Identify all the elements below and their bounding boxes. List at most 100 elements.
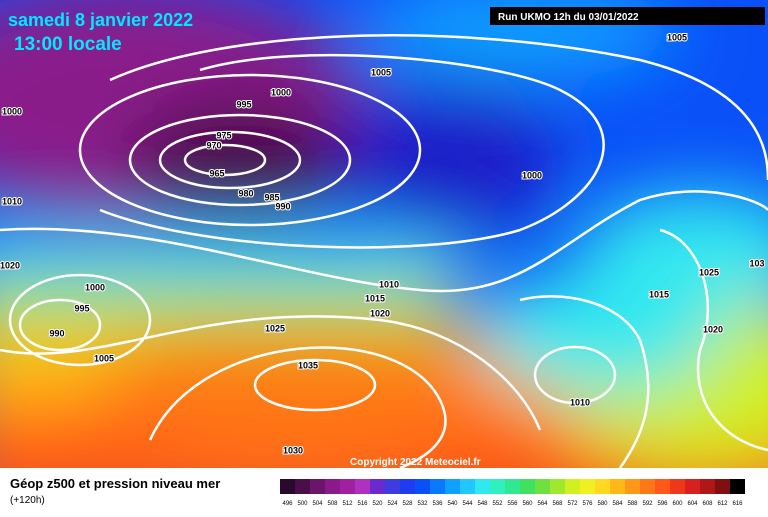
isobar-label: 985 (264, 192, 279, 202)
scale-swatch (400, 479, 415, 494)
scale-label: 540 (447, 501, 458, 507)
scale-swatch (640, 479, 655, 494)
scale-swatch (505, 479, 520, 494)
scale-label: 504 (312, 501, 323, 507)
scale-label: 512 (342, 501, 353, 507)
scale-label: 556 (507, 501, 518, 507)
isobar-label: 1025 (699, 267, 719, 277)
scale-swatch (490, 479, 505, 494)
run-box (490, 7, 765, 25)
scale-swatch (685, 479, 700, 494)
isobar-label: 990 (49, 328, 64, 338)
scale-swatch (340, 479, 355, 494)
scale-swatch (355, 479, 370, 494)
isobar-label: 1035 (298, 360, 318, 370)
isobar-label: 1010 (2, 196, 22, 206)
scale-swatch (520, 479, 535, 494)
scale-label: 604 (687, 501, 698, 507)
scale-swatch (295, 479, 310, 494)
isobar-label: 1015 (365, 293, 385, 303)
scale-label: 564 (537, 501, 548, 507)
isobar-label: 1000 (271, 87, 291, 97)
scale-label: 592 (642, 501, 653, 507)
footer-lead: (+120h) (10, 495, 45, 506)
scale-swatch (670, 479, 685, 494)
isobar-label: 980 (238, 188, 253, 198)
isobar-label: 995 (74, 303, 89, 313)
scale-swatch (565, 479, 580, 494)
scale-swatch (730, 479, 745, 494)
scale-label: 532 (417, 501, 428, 507)
isobar-label: 1000 (2, 106, 22, 116)
footer-title: Géop z500 et pression niveau mer (10, 476, 220, 491)
scale-swatch (655, 479, 670, 494)
isobar-label: 1005 (371, 67, 391, 77)
scale-swatch (310, 479, 325, 494)
isobar-label: 1005 (94, 353, 114, 363)
scale-swatch (595, 479, 610, 494)
isobar-label: 1000 (85, 282, 105, 292)
isobar-label: 1030 (283, 445, 303, 455)
scale-swatch (415, 479, 430, 494)
isobar-label: 995 (236, 99, 251, 109)
scale-swatch (385, 479, 400, 494)
copyright: Copyright 2022 Meteociel.fr (350, 457, 481, 468)
scale-swatch (715, 479, 730, 494)
scale-label: 608 (702, 501, 713, 507)
scale-label: 544 (462, 501, 473, 507)
scale-label: 560 (522, 501, 533, 507)
scale-swatch (475, 479, 490, 494)
isobars (0, 34, 768, 468)
scale-swatch (535, 479, 550, 494)
isobar-label: 975 (216, 130, 231, 140)
scale-label: 568 (552, 501, 563, 507)
scale-label: 536 (432, 501, 443, 507)
scale-swatch (460, 479, 475, 494)
isobar-label: 1015 (649, 289, 669, 299)
scale-label: 616 (732, 501, 743, 507)
scale-swatch (280, 479, 295, 494)
scale-label: 588 (627, 501, 638, 507)
date-label: samedi 8 janvier 2022 (8, 10, 193, 30)
scale-label: 528 (402, 501, 413, 507)
scale-swatch (700, 479, 715, 494)
scale-label: 508 (327, 501, 338, 507)
isobar-label: 1010 (570, 397, 590, 407)
scale-label: 496 (282, 501, 293, 507)
scale-label: 552 (492, 501, 503, 507)
isobar-label: 965 (209, 168, 224, 178)
time-label: 13:00 locale (14, 34, 122, 55)
scale-label: 572 (567, 501, 578, 507)
isobar-label: 970 (206, 140, 221, 150)
isobar-label: 1025 (265, 323, 285, 333)
scale-label: 548 (477, 501, 488, 507)
scale-swatch (445, 479, 460, 494)
scale-swatch (370, 479, 385, 494)
scale-label: 524 (387, 501, 398, 507)
scale-label: 520 (372, 501, 383, 507)
scale-label: 612 (717, 501, 728, 507)
scale-swatch (430, 479, 445, 494)
isobar-label: 1020 (703, 324, 723, 334)
isobar-label: 103 (749, 258, 764, 268)
scale-label: 596 (657, 501, 668, 507)
isobar-label: 1010 (379, 279, 399, 289)
isobar-label: 990 (275, 201, 290, 211)
isobar-label: 1020 (0, 260, 20, 270)
scale-swatch (610, 479, 625, 494)
scale-swatch (625, 479, 640, 494)
isobar-label: 1000 (522, 170, 542, 180)
run-label: Run UKMO 12h du 03/01/2022 (498, 12, 639, 23)
scale-label: 500 (297, 501, 308, 507)
scale-swatch (325, 479, 340, 494)
scale-label: 600 (672, 501, 683, 507)
scale-label: 584 (612, 501, 623, 507)
scale-label: 580 (597, 501, 608, 507)
isobar-label: 1005 (667, 32, 687, 42)
scale-swatch (580, 479, 595, 494)
scale-label: 576 (582, 501, 593, 507)
scale-swatch (550, 479, 565, 494)
